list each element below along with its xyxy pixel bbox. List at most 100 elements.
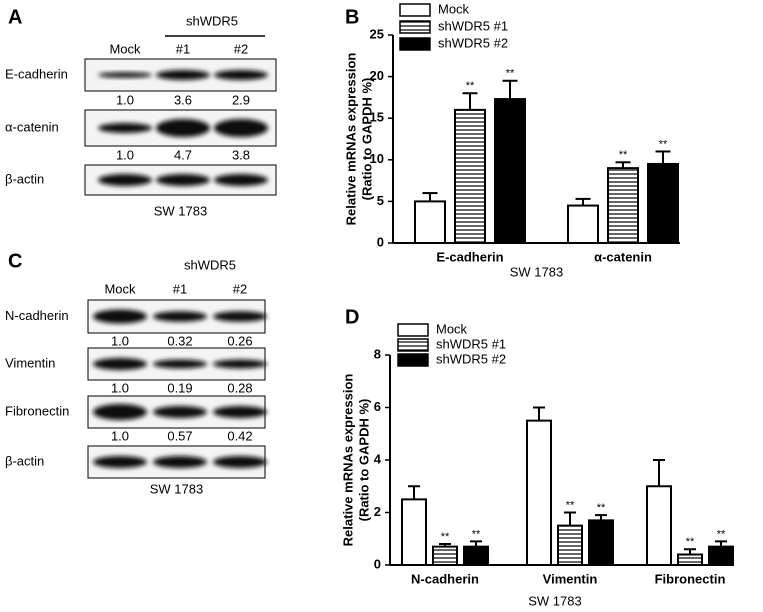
legend-label: Mock bbox=[438, 1, 470, 16]
significance: ** bbox=[466, 80, 475, 92]
bar bbox=[567, 204, 599, 244]
legend-swatch bbox=[397, 323, 429, 337]
significance: ** bbox=[597, 502, 606, 514]
quantification: 1.0 bbox=[116, 147, 134, 162]
bar bbox=[607, 167, 639, 244]
x-axis-label: SW 1783 bbox=[510, 264, 563, 279]
y-tick-label: 8 bbox=[374, 346, 381, 361]
band bbox=[153, 359, 207, 369]
significance: ** bbox=[506, 68, 515, 80]
quantification: 1.0 bbox=[111, 428, 129, 443]
cell-line: SW 1783 bbox=[150, 481, 203, 496]
y-tick-label: 2 bbox=[374, 504, 381, 519]
legend-swatch bbox=[397, 338, 429, 352]
significance: ** bbox=[566, 499, 575, 511]
quantification: 4.7 bbox=[174, 147, 192, 162]
legend-label: shWDR5 #1 bbox=[436, 336, 506, 351]
band bbox=[153, 311, 207, 322]
band bbox=[93, 456, 147, 468]
lane-label: #1 bbox=[173, 281, 187, 296]
band bbox=[213, 311, 267, 322]
lane-label: #2 bbox=[233, 281, 247, 296]
protein-name: α-catenin bbox=[5, 119, 59, 134]
legend-swatch bbox=[397, 353, 429, 367]
group-label: shWDR5 bbox=[186, 13, 238, 28]
band bbox=[153, 456, 207, 468]
quantification: 1.0 bbox=[111, 380, 129, 395]
y-tick-label: 10 bbox=[370, 151, 384, 166]
protein-name: β-actin bbox=[5, 171, 44, 186]
panel-label: A bbox=[8, 6, 22, 28]
bar bbox=[647, 162, 679, 245]
bar bbox=[708, 545, 734, 566]
quantification: 0.28 bbox=[227, 380, 252, 395]
bar bbox=[557, 524, 583, 566]
band bbox=[98, 174, 152, 186]
x-axis-label: SW 1783 bbox=[528, 593, 581, 608]
quantification: 0.42 bbox=[227, 428, 252, 443]
bar bbox=[463, 545, 489, 566]
legend-swatch bbox=[399, 37, 431, 51]
band bbox=[93, 358, 147, 370]
significance: ** bbox=[659, 138, 668, 150]
bar bbox=[646, 485, 672, 566]
panel-label: B bbox=[345, 6, 359, 28]
significance: ** bbox=[686, 536, 695, 548]
band bbox=[93, 404, 147, 420]
y-tick-label: 20 bbox=[370, 68, 384, 83]
y-tick-label: 0 bbox=[374, 556, 381, 571]
band bbox=[214, 174, 268, 186]
x-tick-label: N-cadherin bbox=[411, 571, 479, 586]
bar bbox=[677, 553, 703, 566]
protein-name: E-cadherin bbox=[5, 66, 68, 81]
band bbox=[98, 123, 152, 133]
cell-line: SW 1783 bbox=[154, 203, 207, 218]
significance: ** bbox=[619, 149, 628, 161]
legend-swatch bbox=[399, 3, 431, 17]
lane-label: Mock bbox=[104, 281, 136, 296]
significance: ** bbox=[441, 531, 450, 543]
y-axis-label: Relative mRNAs expression bbox=[343, 53, 358, 226]
band bbox=[93, 309, 147, 324]
quantification: 3.6 bbox=[174, 92, 192, 107]
quantification: 0.32 bbox=[167, 333, 192, 348]
protein-name: Vimentin bbox=[5, 355, 55, 370]
y-axis-label: Relative mRNAs expression bbox=[340, 374, 355, 547]
quantification: 3.8 bbox=[232, 147, 250, 162]
band bbox=[156, 174, 210, 186]
y-tick-label: 25 bbox=[370, 26, 384, 41]
legend-swatch bbox=[399, 20, 431, 34]
significance: ** bbox=[472, 528, 481, 540]
band bbox=[213, 456, 267, 468]
bar bbox=[494, 98, 526, 245]
quantification: 0.19 bbox=[167, 380, 192, 395]
bar bbox=[588, 519, 614, 566]
panel-label: D bbox=[345, 306, 359, 328]
bar bbox=[454, 108, 486, 244]
legend-label: Mock bbox=[436, 321, 468, 336]
legend-label: shWDR5 #2 bbox=[436, 351, 506, 366]
y-axis-label: (Ratio to GAPDH %) bbox=[359, 78, 374, 201]
band bbox=[153, 406, 207, 418]
x-tick-label: E-cadherin bbox=[436, 249, 503, 264]
quantification: 2.9 bbox=[232, 92, 250, 107]
protein-name: β-actin bbox=[5, 453, 44, 468]
lane-label: #2 bbox=[234, 41, 248, 56]
band bbox=[156, 119, 210, 137]
y-tick-label: 6 bbox=[374, 399, 381, 414]
y-tick-label: 4 bbox=[374, 451, 382, 466]
quantification: 1.0 bbox=[111, 333, 129, 348]
y-tick-label: 0 bbox=[377, 234, 384, 249]
band bbox=[214, 119, 268, 137]
y-tick-label: 15 bbox=[370, 110, 384, 125]
band bbox=[98, 72, 152, 78]
legend-label: shWDR5 #2 bbox=[438, 35, 508, 50]
band bbox=[214, 70, 268, 80]
protein-name: Fibronectin bbox=[5, 403, 69, 418]
protein-name: N-cadherin bbox=[5, 308, 69, 323]
panel-label: C bbox=[8, 250, 22, 272]
lane-label: Mock bbox=[109, 41, 141, 56]
x-tick-label: Vimentin bbox=[543, 571, 598, 586]
significance: ** bbox=[717, 528, 726, 540]
